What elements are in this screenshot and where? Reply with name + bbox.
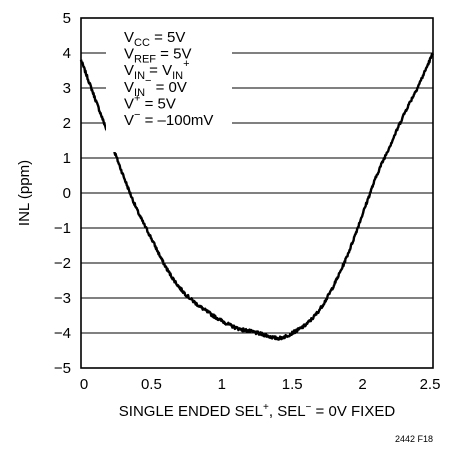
x-tick-label: 2.5 [420, 376, 441, 393]
y-tick-label: 0 [63, 185, 71, 202]
annotation-line: VCC = 5V [124, 29, 185, 49]
x-tick-label: 1 [218, 376, 226, 393]
annotation-line: VIN = VIN+ [124, 58, 190, 82]
x-axis-label: SINGLE ENDED SEL+, SEL− = 0V FIXED [119, 402, 396, 420]
annotation-background [106, 28, 232, 152]
annotation-line: V− = –100mV [124, 109, 213, 129]
y-tick-label: 4 [63, 45, 71, 62]
y-tick-label: 3 [63, 80, 71, 97]
x-tick-label: 0 [80, 376, 88, 393]
y-tick-label: −4 [54, 325, 71, 342]
x-tick-label: 1.5 [282, 376, 303, 393]
y-tick-labels: −5 −4 −3 −2 −1 0 1 2 3 4 5 [54, 10, 71, 377]
y-axis-label: INL (ppm) [16, 160, 33, 226]
y-tick-label: 5 [63, 10, 71, 27]
series-line [79, 52, 435, 341]
y-tick-label: 2 [63, 115, 71, 132]
annotation-line: VIN− = 0V [124, 75, 187, 99]
plot-frame [80, 17, 434, 369]
figure-id: 2442 F18 [395, 434, 433, 444]
y-tick-label: −2 [54, 255, 71, 272]
x-tick-label: 0.5 [141, 376, 162, 393]
annotation-line: VREF = 5V [124, 46, 191, 66]
y-tick-label: −3 [54, 290, 71, 307]
annotation-line: V+ = 5V [124, 92, 176, 112]
x-tick-labels: 0 0.5 1 1.5 2 2.5 [80, 376, 441, 393]
x-tick-label: 2 [358, 376, 366, 393]
y-tick-label: 1 [63, 150, 71, 167]
y-tick-label: −5 [54, 360, 71, 377]
y-tick-label: −1 [54, 220, 71, 237]
